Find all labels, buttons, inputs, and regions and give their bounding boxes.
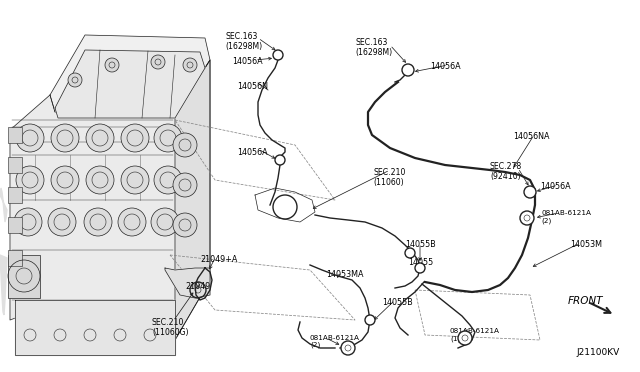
Text: 14056A: 14056A (232, 57, 262, 66)
Circle shape (154, 166, 182, 194)
Circle shape (520, 211, 534, 225)
Polygon shape (10, 60, 210, 345)
Polygon shape (165, 268, 210, 298)
Circle shape (121, 166, 149, 194)
Circle shape (105, 58, 119, 72)
Circle shape (458, 331, 472, 345)
Text: 14053M: 14053M (570, 240, 602, 249)
Polygon shape (8, 127, 22, 143)
Polygon shape (8, 187, 22, 203)
Circle shape (173, 213, 197, 237)
Text: 14056A: 14056A (430, 62, 461, 71)
Circle shape (84, 208, 112, 236)
Polygon shape (50, 35, 210, 115)
Polygon shape (0, 188, 7, 222)
Circle shape (48, 208, 76, 236)
Text: 14056A: 14056A (540, 182, 571, 191)
Circle shape (51, 124, 79, 152)
Text: 14055B: 14055B (382, 298, 413, 307)
Text: J21100KV: J21100KV (576, 348, 620, 357)
Circle shape (415, 263, 425, 273)
Circle shape (275, 155, 285, 165)
Text: 14056NA: 14056NA (513, 132, 550, 141)
Circle shape (121, 124, 149, 152)
Circle shape (86, 124, 114, 152)
Circle shape (118, 208, 146, 236)
Circle shape (151, 55, 165, 69)
Circle shape (16, 124, 44, 152)
Circle shape (402, 64, 414, 76)
Circle shape (86, 166, 114, 194)
Text: SEC.278
(92410): SEC.278 (92410) (490, 162, 522, 182)
Polygon shape (8, 250, 22, 266)
Polygon shape (8, 157, 22, 173)
Circle shape (51, 166, 79, 194)
Circle shape (68, 73, 82, 87)
Circle shape (151, 208, 179, 236)
Polygon shape (0, 255, 7, 315)
Polygon shape (8, 217, 22, 233)
Circle shape (405, 248, 415, 258)
Circle shape (183, 58, 197, 72)
Circle shape (173, 173, 197, 197)
Text: SEC.163
(16298M): SEC.163 (16298M) (355, 38, 392, 57)
Text: 21049: 21049 (185, 282, 211, 291)
Text: FRONT: FRONT (568, 296, 604, 306)
Circle shape (341, 341, 355, 355)
Circle shape (14, 208, 42, 236)
Text: SEC.210
(11060): SEC.210 (11060) (373, 168, 405, 187)
Polygon shape (55, 50, 205, 118)
Text: 14056N: 14056N (237, 82, 268, 91)
Text: 14053MA: 14053MA (326, 270, 364, 279)
Circle shape (16, 166, 44, 194)
Polygon shape (175, 60, 210, 340)
Text: 14056A: 14056A (237, 148, 268, 157)
Text: 14055: 14055 (408, 258, 433, 267)
Polygon shape (15, 300, 175, 355)
Text: SEC.210
(11060G): SEC.210 (11060G) (152, 318, 189, 337)
Text: 081AB-6121A
(1): 081AB-6121A (1) (450, 328, 500, 341)
Text: 081AB-6121A
(2): 081AB-6121A (2) (310, 335, 360, 349)
Text: 21049+A: 21049+A (200, 255, 237, 264)
Text: 081AB-6121A
(2): 081AB-6121A (2) (541, 210, 591, 224)
Text: 14055B: 14055B (405, 240, 436, 249)
Circle shape (365, 315, 375, 325)
Text: SEC.163
(16298M): SEC.163 (16298M) (225, 32, 262, 51)
Circle shape (524, 186, 536, 198)
Circle shape (273, 50, 283, 60)
Circle shape (154, 124, 182, 152)
Polygon shape (8, 255, 40, 298)
Circle shape (173, 133, 197, 157)
